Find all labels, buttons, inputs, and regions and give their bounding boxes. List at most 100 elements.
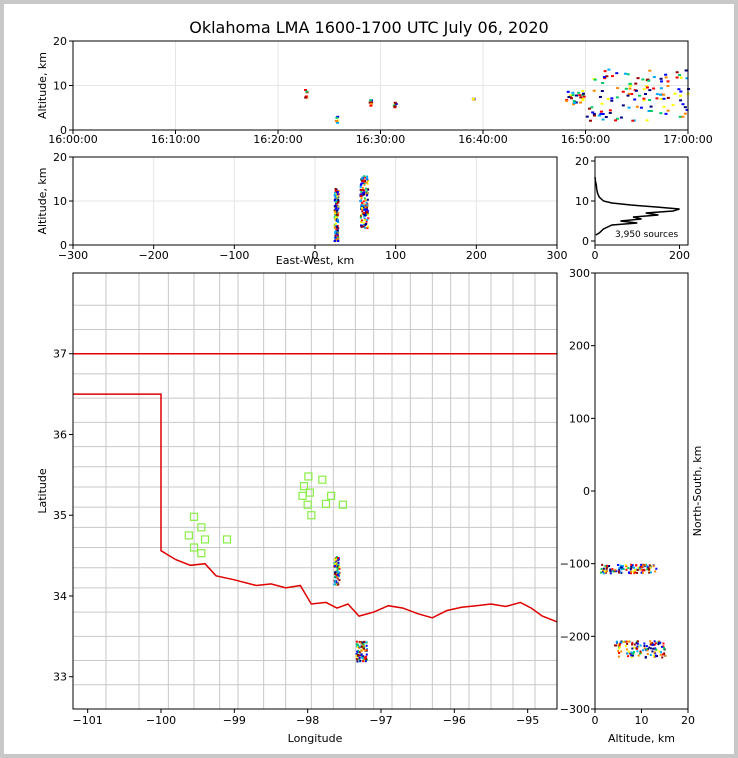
time-height-source-point: [603, 77, 607, 80]
ew-altitude-source-point: [363, 191, 366, 194]
time-height-source-point: [369, 99, 373, 102]
time-height-source-point: [664, 73, 668, 76]
altitude-ns-source-point: [637, 654, 640, 657]
time-height-source-point: [648, 89, 652, 92]
altitude-ns-source-point: [604, 571, 607, 574]
time-height-source-point: [664, 112, 668, 115]
ew-altitude-source-point: [363, 214, 366, 217]
time-height-source-point: [581, 99, 585, 102]
ew-altitude-source-point: [361, 205, 364, 208]
time-height-source-point: [621, 90, 625, 93]
plan-view-x-tick-label: −98: [296, 714, 319, 727]
altitude-ns-y-tick-label: 300: [569, 267, 590, 280]
plan-view-source-point: [334, 564, 337, 567]
altitude-ns-source-point: [635, 568, 638, 571]
plan-view-source-point: [356, 653, 359, 656]
altitude-ns-source-point: [608, 565, 611, 568]
altitude-ns-source-point: [660, 645, 663, 648]
altitude-ns-source-point: [630, 656, 633, 659]
plan-view-x-tick-label: −100: [146, 714, 176, 727]
altitude-ns-source-point: [618, 567, 621, 570]
time-height-source-point: [607, 68, 611, 71]
altitude-ns-source-point: [653, 651, 656, 654]
ew-altitude-source-point: [336, 228, 339, 231]
plan-view-source-point: [334, 579, 337, 582]
plan-view-y-tick-label: 36: [53, 428, 67, 441]
altitude-ns-source-point: [647, 567, 650, 570]
plan-view-source-point: [362, 644, 365, 647]
plan-view-source-point: [335, 574, 338, 577]
ew-altitude-source-point: [336, 239, 339, 242]
altitude-ns-source-point: [647, 568, 650, 571]
time-height-source-point: [571, 91, 575, 94]
time-height-source-point: [649, 109, 653, 112]
ew-altitude-source-point: [366, 204, 369, 207]
time-height-source-point: [599, 112, 603, 115]
altitude-ns-source-point: [653, 655, 656, 658]
altitude-ns-source-point: [617, 643, 620, 646]
time-height-source-point: [393, 105, 397, 108]
plan-view-source-point: [335, 566, 338, 569]
altitude-ns-source-point: [619, 571, 622, 574]
plan-view-source-point: [335, 558, 338, 561]
altitude-ns-source-point: [640, 563, 643, 566]
altitude-ns-source-point: [664, 654, 667, 657]
altitude-ns-source-point: [615, 570, 618, 573]
altitude-ns-x-tick-label: 0: [592, 714, 599, 727]
time-height-x-tick-label: 16:30:00: [356, 133, 405, 146]
ew-altitude-source-point: [366, 218, 369, 221]
time-height-source-point: [671, 103, 675, 106]
ew-altitude-source-point: [362, 213, 365, 216]
ew-altitude-source-point: [334, 212, 337, 215]
plan-view-x-tick-label: −101: [73, 714, 103, 727]
plan-view-source-point: [363, 647, 366, 650]
altitude-ns-source-point: [602, 572, 605, 575]
ew-altitude-source-point: [361, 180, 364, 183]
plan-view-source-point: [338, 567, 341, 570]
altitude-ns-source-point: [617, 570, 620, 573]
plan-view-source-point: [365, 641, 368, 644]
time-height-source-point: [571, 94, 575, 97]
altitude-ns-source-point: [653, 643, 656, 646]
altitude-ns-source-point: [615, 641, 618, 644]
time-height-source-point: [675, 71, 679, 74]
ew-altitude-x-tick-label: 200: [466, 249, 487, 262]
ew-altitude-source-point: [367, 217, 370, 220]
time-height-source-point: [616, 87, 620, 90]
plan-view-source-point: [336, 577, 339, 580]
lma-station-marker: [338, 500, 347, 509]
time-height-source-point: [369, 104, 373, 107]
altitude-ns-source-point: [621, 564, 624, 567]
altitude-ns-source-point: [637, 645, 640, 648]
ew-altitude-source-point: [363, 197, 366, 200]
altitude-ns-source-point: [635, 564, 638, 567]
lma-station-marker: [318, 475, 327, 484]
time-height-source-point: [615, 72, 619, 75]
plan-view-ylabel: Latitude: [36, 468, 49, 514]
plan-view-x-tick-label: −97: [369, 714, 392, 727]
ew-altitude-source-point: [334, 224, 337, 227]
time-height-source-point: [610, 99, 614, 102]
ew-altitude-source-point: [335, 238, 338, 241]
altitude-ns-source-point: [622, 568, 625, 571]
plan-view-source-point: [359, 641, 362, 644]
plan-view-source-point: [358, 656, 361, 659]
altitude-ns-source-point: [654, 654, 657, 657]
ew-altitude-source-point: [367, 188, 370, 191]
altitude-ns-source-point: [620, 568, 623, 571]
lma-station-marker: [304, 472, 313, 481]
ew-altitude-source-point: [363, 175, 366, 178]
altitude-ns-source-point: [621, 640, 624, 643]
plan-view-source-point: [365, 644, 368, 647]
time-height-source-point: [685, 77, 689, 80]
plan-view-source-point: [336, 570, 339, 573]
ew-altitude-source-point: [334, 234, 337, 237]
altitude-ns-source-point: [609, 570, 612, 573]
time-height-source-point: [642, 99, 646, 102]
ew-altitude-xlabel: East-West, km: [276, 254, 354, 267]
plan-view-source-point: [334, 572, 337, 575]
time-height-source-point: [597, 114, 601, 117]
time-height-source-point: [614, 119, 618, 122]
plan-view-y-tick-label: 37: [53, 348, 67, 361]
ew-altitude-source-point: [334, 232, 337, 235]
